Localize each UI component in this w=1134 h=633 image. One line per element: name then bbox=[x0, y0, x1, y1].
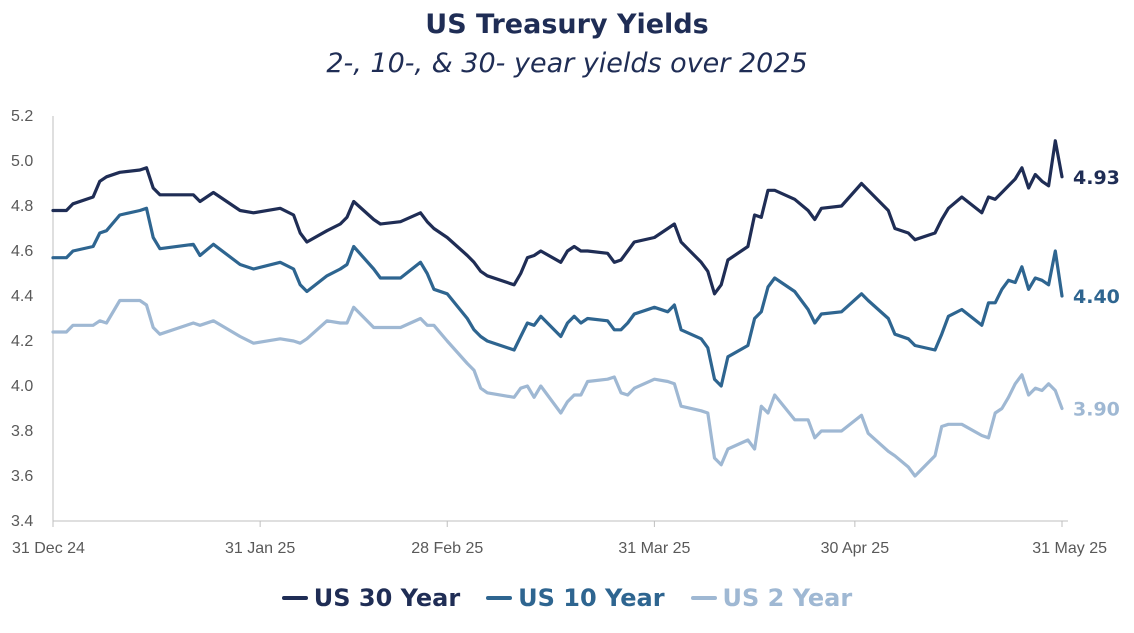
x-tick-label: 28 Feb 25 bbox=[411, 540, 483, 557]
y-tick-label: 5.2 bbox=[11, 108, 33, 125]
legend-label-us-30-year: US 30 Year bbox=[313, 584, 461, 612]
series-line-us-2-year bbox=[51, 298, 1064, 478]
legend-swatch-us-2-year bbox=[690, 596, 717, 600]
y-tick-label: 4.8 bbox=[11, 198, 33, 215]
end-label-us-30-year: 4.93 bbox=[1073, 167, 1120, 189]
legend-swatch-us-10-year bbox=[486, 596, 513, 600]
y-tick-label: 4.4 bbox=[11, 288, 33, 305]
legend-label-us-10-year: US 10 Year bbox=[518, 584, 665, 612]
x-tick-label: 30 Apr 25 bbox=[821, 540, 890, 557]
series-line-us-10-year bbox=[51, 206, 1064, 388]
series-layer bbox=[51, 139, 1064, 478]
series-line-us-30-year bbox=[51, 139, 1064, 296]
x-tick-label: 31 May 25 bbox=[1032, 540, 1107, 557]
legend-label-us-2-year: US 2 Year bbox=[722, 584, 853, 612]
legend-item-us-10-year: US 10 Year bbox=[486, 584, 665, 612]
y-tick-label: 3.8 bbox=[11, 423, 33, 440]
end-label-us-10-year: 4.40 bbox=[1073, 286, 1120, 308]
y-tick-label: 4.6 bbox=[11, 243, 33, 260]
x-tick-label: 31 Mar 25 bbox=[618, 540, 690, 557]
x-tick-label: 31 Jan 25 bbox=[225, 540, 295, 557]
chart-subtitle: 2-, 10-, & 30- year yields over 2025 bbox=[326, 48, 808, 79]
end-label-us-2-year: 3.90 bbox=[1073, 399, 1120, 421]
axes-layer: 3.4 3.6 3.8 4.0 4.2 4.4 4.6 4.8 5.0 5.2 31 Dec 24 3… bbox=[11, 108, 1107, 557]
legend-item-us-2-year: US 2 Year bbox=[690, 584, 853, 612]
legend-item-us-30-year: US 30 Year bbox=[281, 584, 461, 612]
chart-title: US Treasury Yields bbox=[425, 9, 709, 40]
legend: US 30 Year US 10 Year US 2 Year bbox=[0, 584, 1134, 612]
y-tick-label: 4.0 bbox=[11, 378, 33, 395]
x-tick-label: 31 Dec 24 bbox=[12, 540, 85, 557]
legend-swatch-us-30-year bbox=[281, 596, 308, 600]
y-tick-label: 3.4 bbox=[11, 513, 33, 530]
y-tick-label: 3.6 bbox=[11, 468, 33, 485]
y-tick-label: 4.2 bbox=[11, 333, 33, 350]
end-labels-layer: 4.93 4.40 3.90 bbox=[1073, 167, 1120, 421]
y-tick-label: 5.0 bbox=[11, 153, 33, 170]
